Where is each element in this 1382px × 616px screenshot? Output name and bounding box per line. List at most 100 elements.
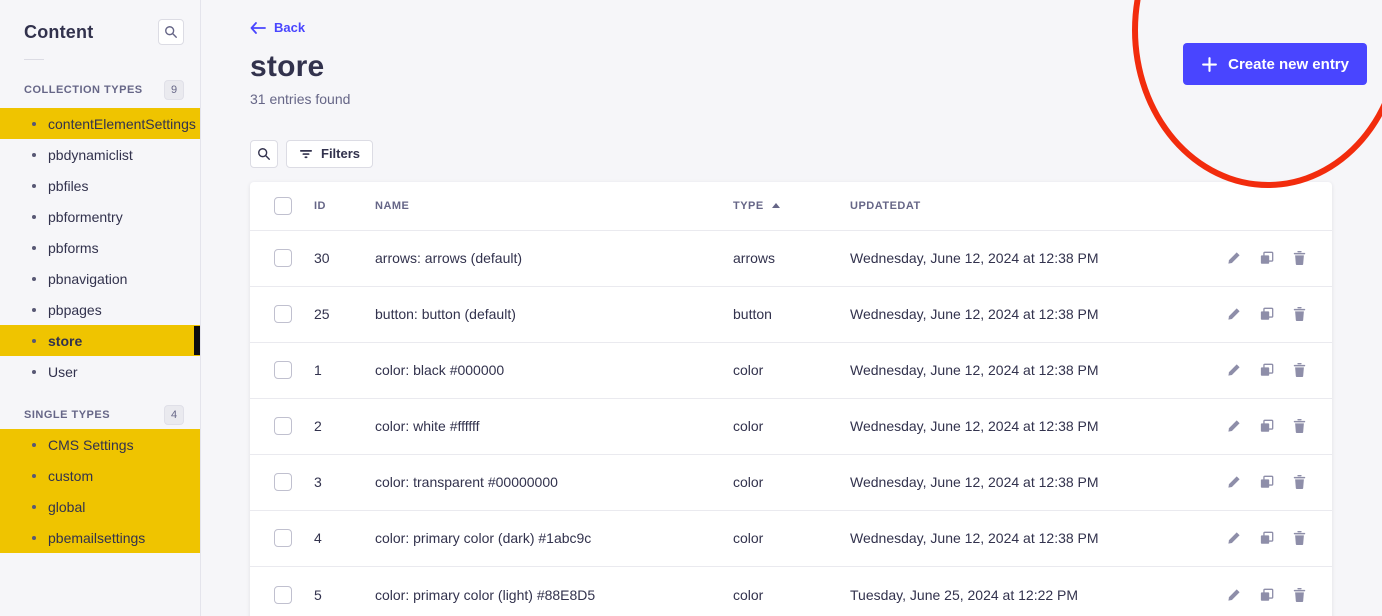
cell-name: color: black #000000 [375,362,505,378]
content-sidebar: Content COLLECTION TYPES 9 contentElemen… [0,0,201,616]
entries-count: 31 entries found [250,90,351,107]
create-new-entry-button[interactable]: Create new entry [1183,43,1367,85]
row-checkbox[interactable] [274,417,292,435]
select-all-checkbox[interactable] [274,196,292,215]
cell-name: button: button (default) [375,306,516,322]
duplicate-icon [1260,363,1274,377]
table-search-button[interactable] [250,139,278,168]
table-row[interactable]: 2 color: white #ffffff color Wednesday, … [250,399,1332,455]
cell-type: color [733,530,764,546]
column-header-id[interactable]: ID [314,200,375,212]
edit-button[interactable] [1225,417,1243,435]
bullet-icon [32,473,36,478]
delete-button[interactable] [1291,305,1308,323]
column-header-name[interactable]: NAME [375,200,733,212]
duplicate-button[interactable] [1258,417,1276,435]
duplicate-button[interactable] [1258,305,1276,323]
column-header-type[interactable]: TYPE [733,200,850,212]
sidebar-item-label: pbformentry [48,208,123,225]
pencil-icon [1227,307,1241,321]
sidebar-item[interactable]: User [0,356,200,387]
bullet-icon [32,535,36,540]
edit-button[interactable] [1225,529,1243,547]
trash-icon [1293,363,1306,377]
delete-button[interactable] [1291,473,1308,491]
trash-icon [1293,251,1306,265]
delete-button[interactable] [1291,361,1308,379]
table-row[interactable]: 3 color: transparent #00000000 color Wed… [250,455,1332,511]
back-arrow-icon [250,21,266,34]
table-row[interactable]: 4 color: primary color (dark) #1abc9c co… [250,511,1332,567]
edit-button[interactable] [1225,473,1243,491]
collection-types-list: contentElementSettings pbdynamiclist pbf… [0,108,200,387]
sidebar-item[interactable]: pbformentry [0,201,200,232]
duplicate-button[interactable] [1258,249,1276,267]
table-row[interactable]: 5 color: primary color (light) #88E8D5 c… [250,567,1332,616]
table-row[interactable]: 25 button: button (default) button Wedne… [250,287,1332,343]
cell-type: color [733,474,764,490]
row-checkbox[interactable] [274,585,292,604]
sidebar-item-label: pbforms [48,239,99,256]
sidebar-item[interactable]: pbfiles [0,170,200,201]
row-checkbox[interactable] [274,305,292,323]
delete-button[interactable] [1291,417,1308,435]
single-types-list: CMS Settings custom global pbemailsettin… [0,429,200,553]
cell-updatedat: Tuesday, June 25, 2024 at 12:22 PM [850,586,1079,603]
pencil-icon [1227,588,1241,602]
duplicate-button[interactable] [1258,473,1276,491]
delete-button[interactable] [1291,586,1308,604]
edit-button[interactable] [1225,361,1243,379]
row-checkbox[interactable] [274,249,292,267]
sidebar-item[interactable]: contentElementSettings [0,108,200,139]
edit-button[interactable] [1225,305,1243,323]
sidebar-search-button[interactable] [158,19,184,45]
table-row[interactable]: 1 color: black #000000 color Wednesday, … [250,343,1332,399]
column-header-updatedat[interactable]: UPDATEDAT [850,200,1208,212]
sidebar-item[interactable]: custom [0,460,200,491]
sidebar-item[interactable]: global [0,491,200,522]
sidebar-item-label: contentElementSettings [48,115,196,132]
cell-updatedat: Wednesday, June 12, 2024 at 12:38 PM [850,530,1099,546]
trash-icon [1293,475,1306,489]
bullet-icon [32,121,36,126]
filters-label: Filters [321,146,361,161]
sidebar-item-label: pbemailsettings [48,529,146,546]
single-types-label: SINGLE TYPES [24,409,111,421]
cell-id: 4 [314,530,322,546]
cell-type: color [733,362,764,378]
cell-type: color [733,418,764,434]
sidebar-item[interactable]: pbemailsettings [0,522,200,553]
filters-button[interactable]: Filters [286,139,374,168]
sidebar-item[interactable]: CMS Settings [0,429,200,460]
sidebar-item-label: custom [48,467,94,484]
sidebar-item-label: CMS Settings [48,436,134,453]
cell-updatedat: Wednesday, June 12, 2024 at 12:38 PM [850,362,1099,378]
duplicate-button[interactable] [1258,586,1276,604]
bullet-icon [32,307,36,312]
sidebar-item[interactable]: pbpages [0,294,200,325]
sidebar-item[interactable]: pbdynamiclist [0,139,200,170]
row-checkbox[interactable] [274,473,292,491]
scrollbar-thumb [194,326,200,355]
entries-table: ID NAME TYPE UPDATEDAT 30 arrows: arrows… [250,181,1332,616]
bullet-icon [32,369,36,374]
cell-name: color: white #ffffff [375,418,480,434]
delete-button[interactable] [1291,249,1308,267]
back-link[interactable]: Back [250,20,305,35]
sidebar-item[interactable]: pbforms [0,232,200,263]
delete-button[interactable] [1291,529,1308,547]
duplicate-button[interactable] [1258,529,1276,547]
table-row[interactable]: 30 arrows: arrows (default) arrows Wedne… [250,231,1332,287]
row-checkbox[interactable] [274,529,292,547]
sidebar-item[interactable]: pbnavigation [0,263,200,294]
sidebar-divider [24,59,44,60]
sidebar-item-label: pbpages [48,301,102,318]
cell-id: 5 [314,586,322,603]
duplicate-icon [1260,251,1274,265]
sidebar-item[interactable]: store [0,325,200,356]
edit-button[interactable] [1225,586,1243,604]
row-checkbox[interactable] [274,361,292,379]
duplicate-button[interactable] [1258,361,1276,379]
cell-id: 25 [314,306,330,322]
edit-button[interactable] [1225,249,1243,267]
